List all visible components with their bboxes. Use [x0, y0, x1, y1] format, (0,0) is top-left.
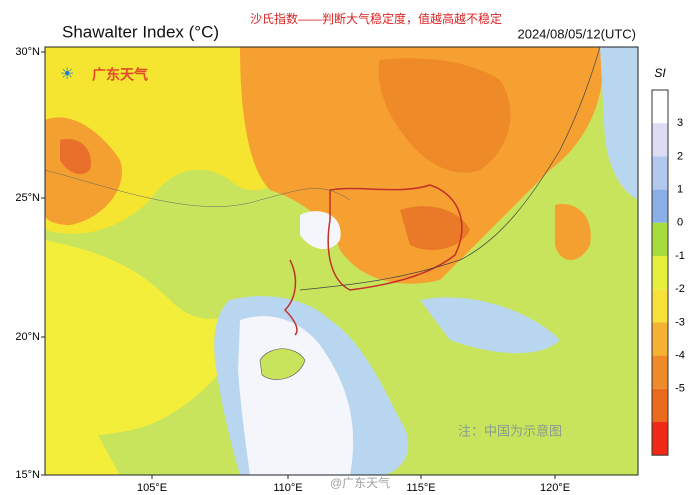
colorbar-tick-label: 1: [677, 184, 683, 196]
lon-label: 110°E: [273, 482, 302, 494]
colorbar-segment: [652, 90, 668, 124]
colorbar-tick-label: 0: [677, 217, 683, 229]
colorbar-tick-label: 3: [677, 117, 683, 129]
colorbar-tick-label: 2: [677, 150, 683, 162]
title: Shawalter Index (°C): [62, 22, 219, 41]
colorbar-segment: [652, 123, 668, 157]
lon-label: 115°E: [406, 482, 435, 494]
colorbar-label: SI: [654, 66, 666, 80]
colorbar-tick-label: -4: [675, 350, 685, 362]
logo: 广东天气: [92, 67, 148, 83]
map-frame: [44, 46, 639, 476]
colorbar-tick-label: -3: [675, 316, 685, 328]
colorbar-segment: [652, 156, 668, 190]
field: [45, 47, 638, 475]
colorbar-tick-label: -5: [675, 383, 685, 395]
colorbar-frame: [651, 89, 669, 456]
lat-label: 20°N: [15, 331, 40, 343]
colorbar-segment: [652, 322, 668, 356]
colorbar-segment: [652, 355, 668, 389]
lat-label: 25°N: [15, 192, 40, 204]
watermark: @广东天气: [330, 475, 390, 490]
lat-label: 15°N: [15, 469, 40, 481]
subtitle: 沙氏指数——判断大气稳定度，值越高越不稳定: [250, 11, 502, 26]
colorbar-segment: [652, 189, 668, 223]
colorbar-segment: [652, 256, 668, 290]
logo-mark: ☀: [60, 66, 74, 83]
colorbar-segment: [652, 388, 668, 422]
colorbar-segment: [652, 222, 668, 256]
colorbar-tick-label: -1: [675, 250, 685, 262]
map-note: 注：中国为示意图: [458, 423, 562, 438]
lon-label: 120°E: [540, 482, 570, 494]
colorbar-segment: [652, 422, 668, 456]
time: 2024/08/05/12(UTC): [517, 26, 636, 41]
colorbar-tick-label: -2: [675, 283, 685, 295]
lat-label: 30°N: [15, 46, 40, 58]
lon-label: 105°E: [137, 482, 167, 494]
colorbar-segment: [652, 289, 668, 323]
